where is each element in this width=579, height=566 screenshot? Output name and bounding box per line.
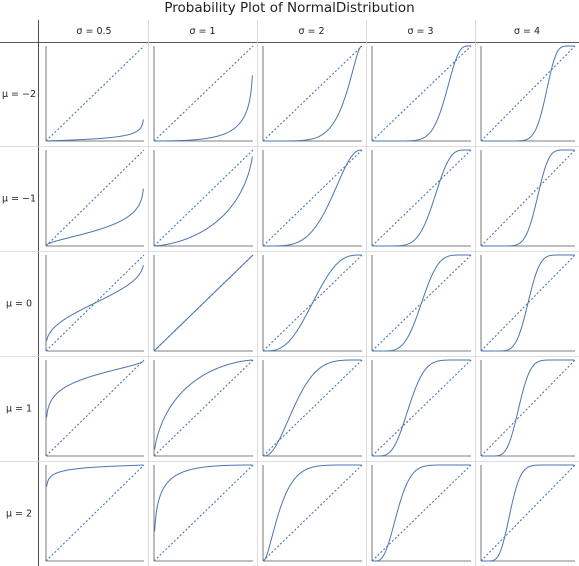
probability-panel: [262, 359, 363, 457]
reference-line: [262, 149, 363, 247]
probability-panel: [371, 464, 472, 562]
reference-line: [480, 464, 576, 562]
probability-curve: [263, 464, 362, 562]
row-label: μ = 0: [6, 299, 32, 310]
probability-panel: [45, 359, 145, 457]
panels: [45, 45, 576, 562]
reference-line: [371, 149, 472, 247]
probability-panel: [262, 464, 363, 562]
probability-panel: [262, 45, 363, 142]
row-label: μ = 1: [6, 404, 32, 415]
column-header: σ = 1: [189, 26, 215, 37]
probability-curve: [46, 464, 144, 487]
probability-panel: [480, 149, 576, 247]
reference-line: [262, 45, 363, 142]
row-label: μ = −2: [2, 89, 36, 100]
chart-title: Probability Plot of NormalDistribution: [164, 0, 415, 16]
grid-frame: [0, 20, 579, 566]
probability-panel: [480, 45, 576, 142]
probability-panel: [45, 45, 145, 142]
probability-panel: [45, 254, 145, 352]
reference-line: [262, 464, 363, 562]
probability-curve: [481, 359, 575, 457]
probability-curve: [481, 464, 575, 562]
reference-line: [480, 45, 576, 142]
probability-curve: [263, 45, 362, 142]
probability-panel: [45, 464, 145, 562]
probability-curve: [372, 45, 471, 142]
probability-curve: [263, 359, 362, 457]
probability-panel: [480, 464, 576, 562]
probability-curve: [263, 254, 362, 352]
probability-panel: [262, 254, 363, 352]
reference-line: [45, 359, 145, 457]
probability-panel: [153, 254, 254, 352]
row-label: μ = 2: [6, 509, 32, 520]
reference-line: [371, 45, 472, 142]
probability-panel: [371, 254, 472, 352]
reference-line: [262, 359, 363, 457]
column-header: σ = 3: [407, 26, 433, 37]
probability-curve: [263, 149, 362, 247]
probability-curve: [481, 149, 575, 247]
probability-panel: [371, 359, 472, 457]
column-header: σ = 2: [298, 26, 324, 37]
probability-panel: [153, 359, 254, 457]
probability-curve: [481, 45, 575, 142]
probability-curve: [154, 156, 253, 247]
probability-curve: [154, 255, 253, 351]
probability-curve: [154, 464, 253, 532]
probability-panel: [262, 149, 363, 247]
probability-curve: [154, 359, 253, 450]
probability-curve: [46, 265, 144, 341]
probability-curve: [46, 360, 144, 418]
probability-panel: [480, 254, 576, 352]
row-labels: μ = −2 μ = −1 μ = 0 μ = 1 μ = 2: [2, 89, 36, 520]
column-header: σ = 0.5: [76, 26, 111, 37]
probability-panel: [371, 45, 472, 142]
column-header: σ = 4: [514, 26, 540, 37]
reference-line: [153, 45, 254, 142]
probability-panel: [153, 45, 254, 142]
probability-curve: [46, 188, 144, 246]
probability-curve: [372, 464, 471, 562]
reference-line: [45, 45, 145, 142]
probability-curve: [154, 75, 253, 142]
probability-curve: [372, 149, 471, 247]
probability-curve: [481, 254, 575, 352]
probability-panel: [153, 149, 254, 247]
row-label: μ = −1: [2, 194, 36, 205]
column-headers: σ = 0.5 σ = 1 σ = 2 σ = 3 σ = 4: [76, 26, 540, 37]
reference-line: [45, 149, 145, 247]
probability-panel: [45, 149, 145, 247]
probability-curve: [372, 254, 471, 352]
probability-panel: [153, 464, 254, 562]
reference-line: [371, 359, 472, 457]
reference-line: [153, 359, 254, 457]
reference-line: [153, 149, 254, 247]
reference-line: [371, 464, 472, 562]
reference-line: [45, 464, 145, 562]
probability-curve: [372, 359, 471, 457]
probability-panel: [480, 359, 576, 457]
probability-curve: [46, 119, 144, 142]
reference-line: [153, 464, 254, 562]
probability-panel: [371, 149, 472, 247]
